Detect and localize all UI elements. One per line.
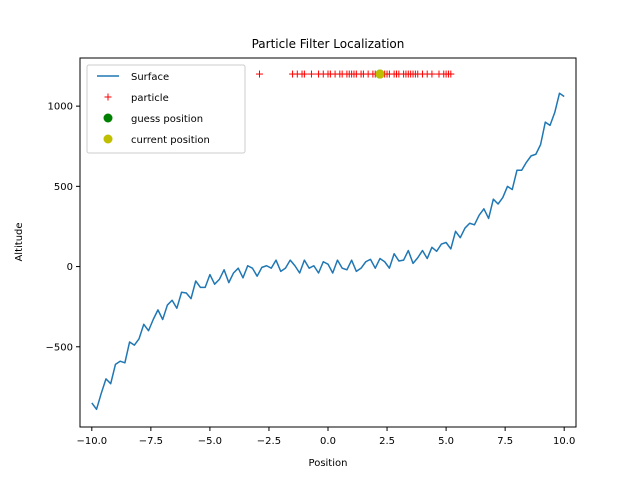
legend-swatch-particle	[104, 93, 112, 101]
y-tick-label: 1000	[48, 102, 73, 113]
particle-marker	[256, 70, 264, 78]
x-tick-label: 10.0	[553, 436, 575, 447]
x-tick-label: −7.5	[139, 436, 163, 447]
legend-label-guess-position: guess position	[131, 114, 203, 125]
x-tick-label: −10.0	[76, 436, 107, 447]
particle-marker	[447, 70, 455, 78]
legend-label-surface: Surface	[131, 72, 169, 83]
y-tick-label: −500	[46, 342, 73, 353]
y-tick-label: 500	[54, 182, 73, 193]
x-tick-label: 0.0	[320, 436, 336, 447]
y-axis-ticks: −500 0 500 1000	[46, 102, 80, 353]
legend-item-particle: particle	[104, 93, 169, 104]
x-tick-label: 7.5	[497, 436, 513, 447]
particle-marker	[428, 70, 436, 78]
x-axis-ticks: −10.0 −7.5 −5.0 −2.5 0.0 2.5 5.0 7.5 10.0	[76, 427, 575, 447]
x-tick-label: −2.5	[257, 436, 281, 447]
y-tick-label: 0	[67, 262, 73, 273]
legend-box	[86, 64, 246, 154]
legend-plus-glyph	[104, 93, 112, 101]
legend-item-surface: Surface	[97, 72, 169, 83]
legend-label-particle: particle	[131, 93, 169, 104]
chart-marks	[91, 69, 565, 411]
plot-area: −10.0 −7.5 −5.0 −2.5 0.0 2.5 5.0 7.5 10.0 −500 0 5…	[46, 57, 577, 447]
y-axis-label: Altitude	[14, 222, 25, 261]
legend-swatch-current-position	[103, 134, 113, 144]
legend: Surface particle guess position current …	[86, 64, 246, 154]
surface-line	[91, 92, 565, 411]
legend-label-current-position: current position	[131, 135, 210, 146]
chart-title: Particle Filter Localization	[252, 37, 405, 51]
legend-swatch-guess-position	[103, 113, 113, 123]
x-axis-label: Position	[309, 458, 348, 469]
particle-marker	[300, 70, 308, 78]
current-position-marker	[375, 69, 385, 79]
legend-item-guess-position: guess position	[103, 113, 203, 125]
x-tick-label: 2.5	[379, 436, 395, 447]
x-tick-label: 5.0	[438, 436, 454, 447]
x-tick-label: −5.0	[198, 436, 222, 447]
particle-marker	[307, 70, 315, 78]
legend-item-current-position: current position	[103, 134, 210, 146]
